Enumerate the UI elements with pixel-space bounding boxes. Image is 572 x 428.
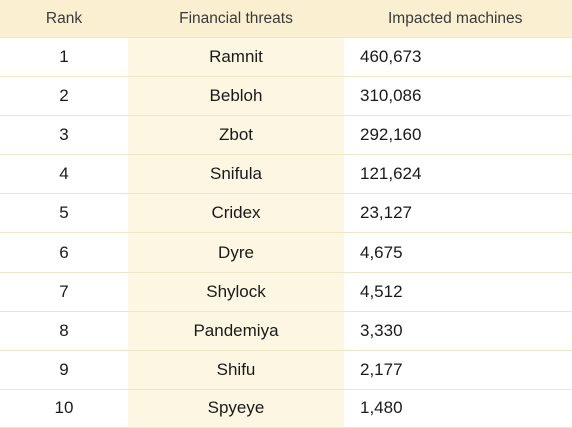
rank-cell: 9 xyxy=(59,359,69,379)
table-row: 7 Shylock 4,512 xyxy=(0,271,572,311)
header-rank: Rank xyxy=(45,9,83,27)
impacted-count-cell: 23,127 xyxy=(360,203,412,223)
rank-cell: 8 xyxy=(59,320,69,340)
impacted-count-cell: 4,512 xyxy=(360,281,403,301)
threat-name-cell: Pandemiya xyxy=(128,311,344,350)
table-row: 10 Spyeye 1,480 xyxy=(0,388,572,428)
table-row: 4 Snifula 121,624 xyxy=(0,154,572,194)
rank-cell: 5 xyxy=(59,203,69,223)
impacted-count-cell: 310,086 xyxy=(360,86,422,106)
impacted-count-cell: 292,160 xyxy=(360,125,422,145)
impacted-count-cell: 1,480 xyxy=(360,398,403,418)
rank-cell: 2 xyxy=(59,86,69,106)
impacted-count-cell: 121,624 xyxy=(360,164,422,184)
threat-name-cell: Bebloh xyxy=(128,77,344,116)
threat-name-cell: Dyre xyxy=(128,233,344,272)
table-row: 6 Dyre 4,675 xyxy=(0,232,572,272)
threat-name-cell: Snifula xyxy=(128,155,344,194)
rank-cell: 7 xyxy=(59,281,69,301)
threat-name-cell: Zbot xyxy=(128,116,344,155)
rank-cell: 3 xyxy=(59,125,69,145)
table-header: Rank Financial threats Impacted machines xyxy=(0,0,572,37)
threat-name-cell: Shifu xyxy=(128,350,344,389)
table-row: 8 Pandemiya 3,330 xyxy=(0,310,572,350)
threat-name-cell: Spyeye xyxy=(128,389,344,427)
table-row: 9 Shifu 2,177 xyxy=(0,349,572,389)
impacted-count-cell: 2,177 xyxy=(360,359,403,379)
impacted-count-cell: 4,675 xyxy=(360,242,403,262)
impacted-count-cell: 460,673 xyxy=(360,47,422,67)
table-row: 3 Zbot 292,160 xyxy=(0,115,572,155)
rank-cell: 6 xyxy=(59,242,69,262)
table-body: 1 Ramnit 460,673 2 Bebloh 310,086 3 Zbot 292,160… xyxy=(0,37,572,428)
header-financial-threats: Financial threats xyxy=(179,9,293,27)
rank-cell: 4 xyxy=(59,164,69,184)
rank-cell: 10 xyxy=(54,398,74,418)
rank-cell: 1 xyxy=(59,47,69,67)
header-impacted-machines: Impacted machines xyxy=(388,9,523,27)
threat-name-cell: Cridex xyxy=(128,194,344,233)
threat-name-cell: Ramnit xyxy=(128,38,344,77)
threat-name-cell: Shylock xyxy=(128,272,344,311)
table-row: 5 Cridex 23,127 xyxy=(0,193,572,233)
table-row: 1 Ramnit 460,673 xyxy=(0,37,572,77)
impacted-count-cell: 3,330 xyxy=(360,320,403,340)
table-row: 2 Bebloh 310,086 xyxy=(0,76,572,116)
